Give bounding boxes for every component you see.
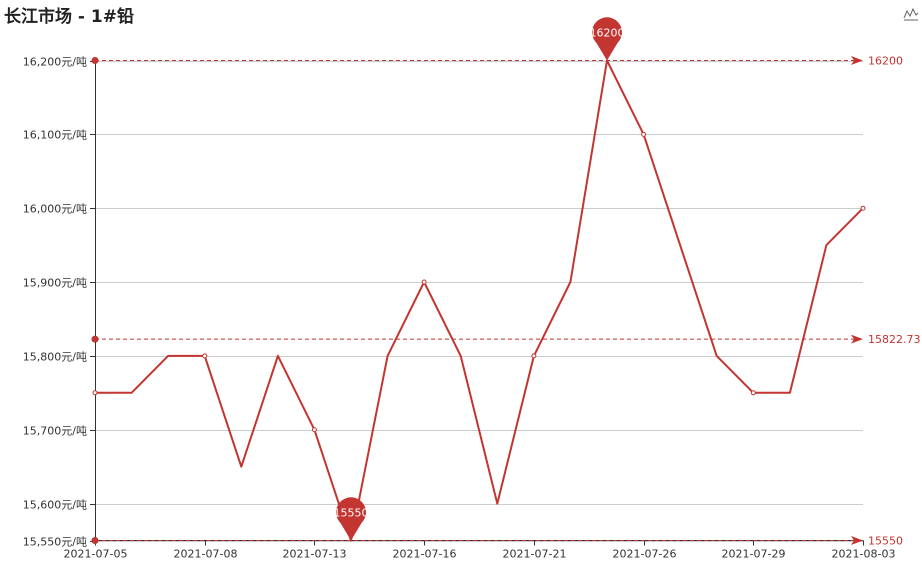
markline-start-dot: [91, 335, 99, 343]
markline-label-min: 15550: [868, 535, 903, 548]
data-point: [92, 390, 98, 396]
data-point: [311, 427, 317, 433]
chart-title: 长江市场 - 1#铅: [4, 7, 134, 27]
y-tick-label: 16,000元/吨: [23, 203, 87, 216]
x-tick-label: 2021-07-08: [174, 548, 238, 561]
max-point-pin: 16200: [590, 17, 625, 61]
series-line: [92, 59, 866, 542]
axes: 15,550元/吨 15,600元/吨 15,700元/吨 15,800元/吨 15,9…: [23, 56, 896, 561]
data-point: [750, 390, 756, 396]
x-tick-label: 2021-07-16: [393, 548, 457, 561]
y-tick-label: 15,550元/吨: [23, 536, 87, 549]
grid-lines: [95, 61, 863, 542]
x-tick-label: 2021-08-03: [832, 548, 896, 561]
mark-points: 16200 15550: [334, 17, 625, 541]
data-point: [641, 131, 647, 137]
y-tick-label: 16,100元/吨: [23, 129, 87, 142]
mark-lines: 16200 15822.73 15550: [91, 55, 921, 548]
pin-label: 16200: [590, 27, 625, 40]
line-chart-icon[interactable]: [903, 6, 919, 21]
markline-arrow: [851, 56, 863, 65]
y-tick-label: 15,900元/吨: [23, 277, 87, 290]
markline-start-dot: [91, 57, 99, 64]
x-tick-label: 2021-07-05: [64, 548, 128, 561]
markline-arrow: [851, 334, 863, 344]
x-tick-label: 2021-07-13: [283, 548, 347, 561]
markline-arrow: [851, 536, 863, 545]
data-point: [421, 279, 427, 285]
data-point: [860, 205, 866, 211]
pin-label: 15550: [334, 507, 369, 520]
min-point-pin: 15550: [334, 497, 369, 541]
y-tick-label: 15,700元/吨: [23, 425, 87, 438]
y-tick-label: 15,800元/吨: [23, 351, 87, 364]
markline-label-max: 16200: [868, 55, 903, 68]
x-tick-label: 2021-07-29: [722, 548, 786, 561]
pin-shape: [336, 497, 366, 541]
x-tick-label: 2021-07-21: [503, 548, 567, 561]
pin-shape: [592, 17, 622, 61]
y-tick-label: 15,600元/吨: [23, 499, 87, 512]
y-tick-label: 16,200元/吨: [23, 56, 87, 69]
data-point: [531, 353, 537, 359]
markline-label-average: 15822.73: [868, 333, 921, 346]
data-point: [202, 353, 208, 359]
markline-start-dot: [91, 537, 99, 544]
series-line-path: [95, 59, 864, 542]
x-tick-label: 2021-07-26: [613, 548, 677, 561]
